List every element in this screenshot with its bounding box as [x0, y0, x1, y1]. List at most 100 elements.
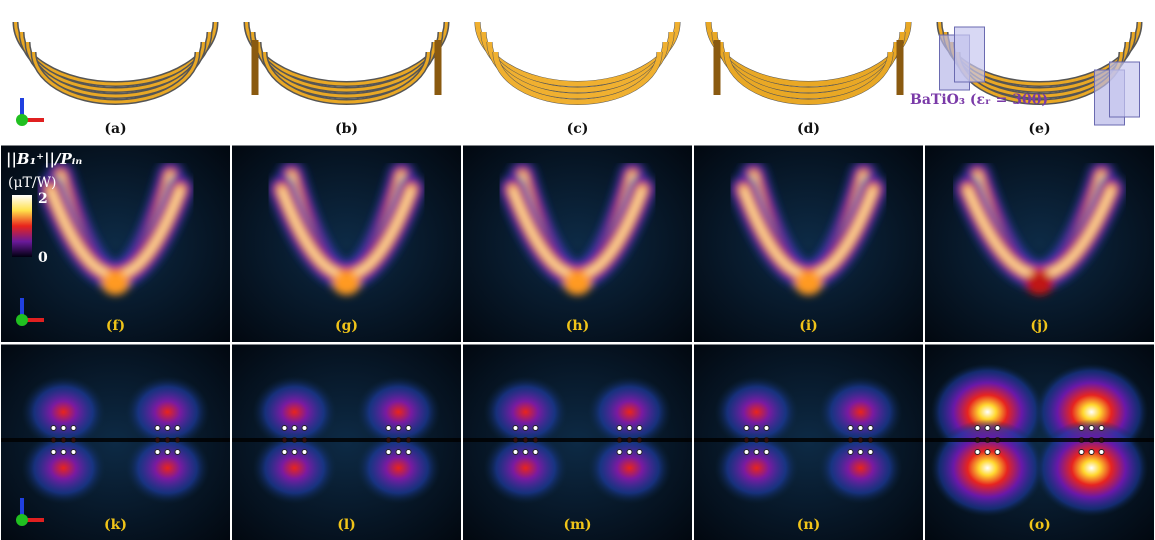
conductor — [754, 426, 759, 431]
panel-label: (e) — [1028, 121, 1050, 137]
conductor — [1079, 426, 1084, 431]
field-map-bg — [232, 145, 461, 342]
field-hotspot — [1026, 271, 1054, 295]
conductor — [61, 426, 66, 431]
conductor — [868, 450, 873, 455]
axis-origin — [16, 514, 28, 526]
conductor — [523, 450, 528, 455]
conductor — [386, 450, 391, 455]
field-hotspot — [564, 271, 592, 295]
field-map-bg — [463, 145, 692, 342]
conductor — [61, 450, 66, 455]
conductor — [155, 450, 160, 455]
panel-label: (h) — [566, 318, 589, 334]
conductor — [523, 426, 528, 431]
field-map-bg — [925, 145, 1154, 342]
conductor — [513, 426, 518, 431]
conductor — [764, 426, 769, 431]
panel-label: (c) — [567, 121, 589, 137]
conductor — [71, 426, 76, 431]
panel-label: (j) — [1030, 318, 1048, 334]
conductor — [386, 426, 391, 431]
conductor — [51, 426, 56, 431]
page: {"panels": [ {"label": "(a)"}, {"label":… — [0, 0, 1155, 540]
conductor — [1089, 450, 1094, 455]
capacitor-bar — [897, 40, 904, 95]
field-blob — [1035, 419, 1148, 516]
field-hotspot — [333, 271, 361, 295]
conductor — [292, 426, 297, 431]
conductor — [1079, 450, 1084, 455]
conductor — [637, 426, 642, 431]
null-line — [1, 438, 230, 442]
coil-drawing — [247, 22, 447, 102]
conductor — [744, 426, 749, 431]
panel-label: (d) — [797, 121, 820, 137]
dielectric-block — [955, 27, 985, 82]
conductor — [744, 450, 749, 455]
capacitor-bar — [714, 40, 721, 95]
null-line — [925, 438, 1154, 442]
coil-drawing — [940, 22, 1140, 125]
dielectric-block — [1110, 62, 1140, 117]
null-line — [232, 438, 461, 442]
conductor — [617, 426, 622, 431]
coil-drawing — [16, 22, 216, 102]
panel-label: (a) — [104, 121, 126, 137]
conductor — [975, 450, 980, 455]
conductor — [165, 450, 170, 455]
axis-origin — [16, 114, 28, 126]
conductor — [302, 450, 307, 455]
row-separator — [0, 343, 1155, 345]
panel-label: (o) — [1028, 517, 1051, 533]
null-line — [463, 438, 692, 442]
conductor — [396, 450, 401, 455]
conductor — [533, 426, 538, 431]
conductor — [513, 450, 518, 455]
panel-label: (m) — [563, 517, 591, 533]
capacitor-bar — [435, 40, 442, 95]
figure: (a)(f)(k)(b)(g)(l)(c)(h)(m)(d)(i)(n)(e)(… — [0, 0, 1155, 540]
colorbar-title: ||B₁⁺||/Pᵢₙ — [6, 150, 82, 168]
conductor — [975, 426, 980, 431]
conductor — [282, 450, 287, 455]
coil-drawing — [709, 22, 909, 102]
conductor — [175, 426, 180, 431]
conductor — [627, 426, 632, 431]
capacitor-bar — [252, 40, 259, 95]
panel-label: (k) — [104, 517, 127, 533]
null-line — [694, 438, 923, 442]
conductor — [533, 450, 538, 455]
field-blob — [931, 419, 1044, 516]
conductor — [985, 426, 990, 431]
conductor — [1099, 450, 1104, 455]
field-hotspot — [102, 271, 130, 295]
colorbar-min: 0 — [38, 250, 48, 266]
field-hotspot — [795, 271, 823, 295]
conductor — [51, 450, 56, 455]
colorbar-unit: (μT/W) — [8, 175, 56, 191]
conductor — [302, 426, 307, 431]
conductor — [406, 450, 411, 455]
conductor — [637, 450, 642, 455]
conductor — [995, 450, 1000, 455]
panel-label: (n) — [797, 517, 820, 533]
conductor — [995, 426, 1000, 431]
conductor — [985, 450, 990, 455]
conductor — [868, 426, 873, 431]
field-map-bg — [694, 145, 923, 342]
axis-origin — [16, 314, 28, 326]
panel-label: (l) — [337, 517, 356, 533]
conductor — [175, 450, 180, 455]
conductor — [627, 450, 632, 455]
colorbar-max: 2 — [38, 191, 48, 207]
conductor — [848, 426, 853, 431]
panel-label: (b) — [335, 121, 358, 137]
colorbar — [12, 195, 32, 257]
conductor — [1099, 426, 1104, 431]
conductor — [165, 426, 170, 431]
material-annotation: BaTiO₃ (εᵣ = 300) — [910, 92, 1048, 108]
conductor — [858, 426, 863, 431]
conductor — [1089, 426, 1094, 431]
panel-label: (g) — [335, 318, 358, 334]
